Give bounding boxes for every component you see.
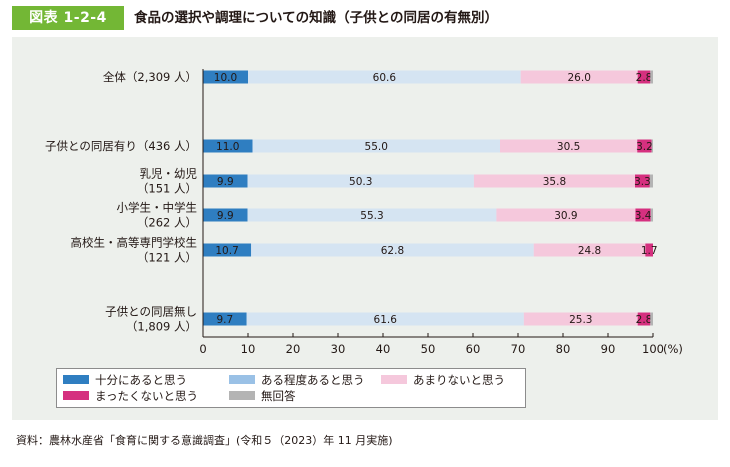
bar-label-row3-s3: 3.4 (635, 210, 652, 222)
bar-label-row1-s2: 30.5 (557, 141, 580, 153)
bar-segment-row5-s1 (246, 312, 524, 326)
bar-segment-row1-s4 (651, 139, 653, 153)
bar-label-row5-s1: 61.6 (374, 314, 398, 326)
source-note: 資料：農林水産省「食育に関する意識調査」(令和５（2023）年 11 月実施) (16, 434, 393, 447)
x-tick-label-60: 60 (466, 342, 481, 356)
bar-segment-row2-s1 (247, 174, 474, 188)
x-tick-label-90: 90 (601, 342, 616, 356)
bar-label-row3-s0: 9.9 (217, 210, 234, 222)
legend-label-fully: 十分にあると思う (95, 373, 187, 387)
legend-swatch-none (63, 391, 89, 400)
bar-label-row0-s0: 10.0 (214, 72, 237, 84)
x-tick-label-0: 0 (199, 342, 206, 356)
category-label-row4-line1: （121 人） (137, 251, 197, 265)
x-tick-label-40: 40 (376, 342, 391, 356)
x-tick-label-30: 30 (331, 342, 346, 356)
stacked-bar-chart: 10.0 60.6 26.0 2.8 全体（2,309 人） 11.0 55.0 30.5 3.… (45, 69, 683, 356)
bar-segment-row4-s1 (251, 243, 534, 257)
bar-label-row5-s0: 9.7 (216, 314, 233, 326)
bar-label-row5-s2: 25.3 (569, 314, 592, 326)
legend-item-not-much: あまりないと思う (381, 372, 505, 388)
chart-legend: 十分にあると思う ある程度あると思う あまりないと思う まったくないと思う 無回… (56, 368, 526, 408)
category-label-row5-line0: 子供との同居無し (105, 305, 197, 319)
legend-item-fully: 十分にあると思う (63, 372, 187, 388)
bar-segment-row1-s3 (637, 139, 652, 153)
bar-segment-row4-s2 (533, 243, 646, 257)
bar-segment-row5-s2 (523, 312, 638, 326)
bar-segment-row0-s4 (650, 70, 653, 84)
bar-label-row3-s2: 30.9 (554, 210, 577, 222)
x-tick-label-70: 70 (511, 342, 526, 356)
x-tick-label-20: 20 (286, 342, 301, 356)
bar-label-row2-s0: 9.9 (217, 176, 234, 188)
bar-segment-row2-s3 (635, 174, 650, 188)
bar-label-row4-s0: 10.7 (215, 245, 238, 257)
bar-label-row2-s2: 35.8 (543, 176, 566, 188)
x-tick-label-100: 100 (642, 342, 664, 356)
bar-segment-row5-s4 (650, 312, 653, 326)
bar-segment-row0-s3 (637, 70, 651, 84)
legend-label-not-much: あまりないと思う (413, 373, 505, 387)
x-tick-label-50: 50 (421, 342, 436, 356)
bar-label-row0-s1: 60.6 (373, 72, 397, 84)
legend-swatch-not-much (381, 375, 407, 384)
bar-label-row4-s2: 24.8 (578, 245, 601, 257)
legend-item-none: まったくないと思う (63, 388, 198, 404)
bar-segment-row2-s2 (473, 174, 635, 188)
legend-item-somewhat: ある程度あると思う (229, 372, 365, 388)
bar-segment-row5-s3 (637, 312, 651, 326)
x-axis-unit: (%) (663, 342, 683, 356)
category-label-row5-line1: （1,809 人） (126, 320, 197, 334)
bar-label-row5-s3: 2.8 (636, 314, 653, 326)
category-label-row0-line0: 全体（2,309 人） (103, 70, 197, 84)
bar-segment-row3-s2 (496, 208, 636, 222)
figure-header: 図表 1-2-4 食品の選択や調理についての知識（子供との同居の有無別） (0, 0, 730, 34)
bar-segment-row1-s1 (252, 139, 500, 153)
legend-label-none: まったくないと思う (95, 389, 199, 403)
bar-label-row3-s1: 55.3 (360, 210, 383, 222)
category-label-row4-line0: 高校生・高等専門学校生 (71, 236, 198, 250)
bar-segment-row1-s2 (500, 139, 638, 153)
bar-segment-row3-s3 (635, 208, 651, 222)
bar-segment-row3-s0 (203, 208, 248, 222)
bar-segment-row3-s1 (247, 208, 497, 222)
category-label-row3-line0: 小学生・中学生 (117, 201, 198, 215)
category-label-row1-line0: 子供との同居有り（436 人） (45, 139, 197, 153)
bar-segment-row1-s0 (203, 139, 253, 153)
bar-segment-row2-s0 (203, 174, 248, 188)
bar-segment-row5-s0 (203, 312, 247, 326)
chart-panel: 10.0 60.6 26.0 2.8 全体（2,309 人） 11.0 55.0 30.5 3.… (12, 37, 718, 420)
x-tick-label-80: 80 (556, 342, 571, 356)
bar-segment-row4-s0 (203, 243, 252, 257)
category-label-row3-line1: （262 人） (137, 216, 197, 230)
figure-title: 食品の選択や調理についての知識（子供との同居の有無別） (134, 10, 498, 26)
figure-label: 図表 1-2-4 (12, 6, 124, 30)
bar-segment-row3-s4 (650, 208, 653, 222)
bar-segment-row0-s1 (248, 70, 521, 84)
bar-label-row1-s0: 11.0 (216, 141, 239, 153)
legend-item-no-answer: 無回答 (229, 388, 296, 404)
bar-segment-row0-s0 (203, 70, 248, 84)
bar-segment-row4-s3 (645, 243, 653, 257)
legend-label-no-answer: 無回答 (261, 389, 296, 403)
bar-label-row2-s1: 50.3 (349, 176, 372, 188)
bar-label-row2-s3: 3.3 (634, 176, 651, 188)
category-label-row2-line1: （151 人） (137, 182, 197, 196)
bar-label-row4-s3: 1.7 (641, 245, 658, 257)
bar-label-row1-s1: 55.0 (365, 141, 388, 153)
category-label-row2-line0: 乳児・幼児 (140, 167, 198, 181)
legend-swatch-somewhat (229, 375, 255, 384)
bar-label-row0-s2: 26.0 (568, 72, 591, 84)
bar-segment-row2-s4 (649, 174, 653, 188)
bar-label-row4-s1: 62.8 (381, 245, 404, 257)
bar-label-row0-s3: 2.8 (636, 72, 653, 84)
legend-swatch-fully (63, 375, 89, 384)
legend-swatch-no-answer (229, 391, 255, 400)
bar-label-row1-s3: 3.2 (636, 141, 653, 153)
legend-label-somewhat: ある程度あると思う (261, 373, 365, 387)
bar-segment-row0-s2 (520, 70, 638, 84)
x-tick-label-10: 10 (241, 342, 256, 356)
